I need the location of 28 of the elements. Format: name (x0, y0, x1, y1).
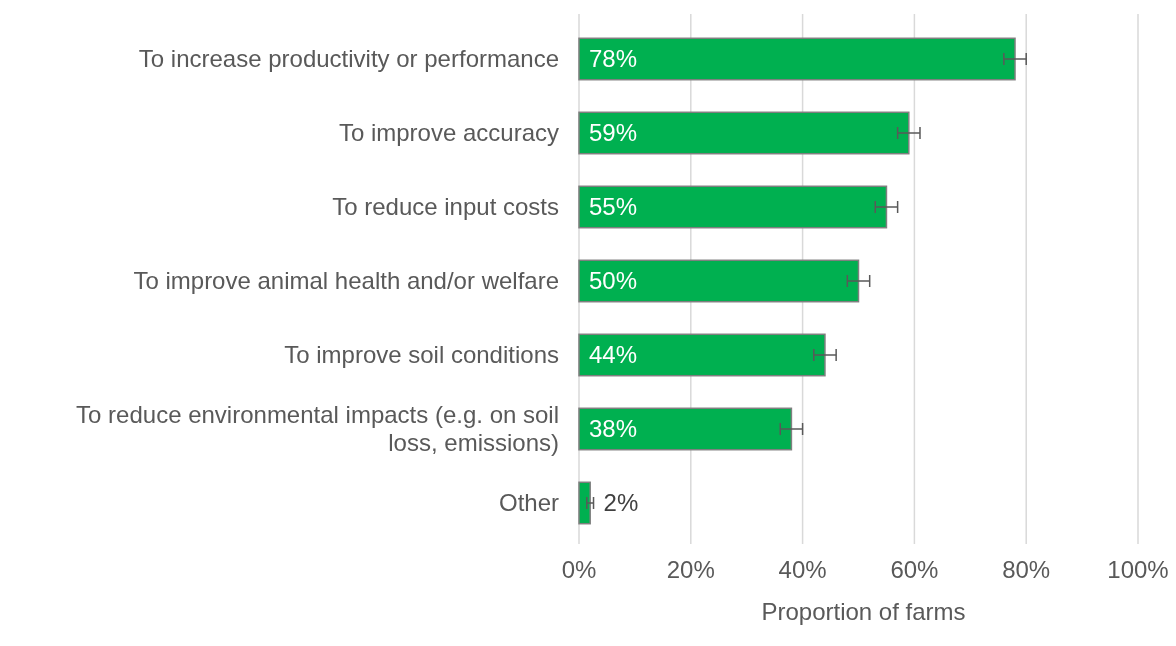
y-tick-label: Other (498, 489, 559, 517)
x-tick-label: 60% (890, 556, 939, 583)
y-tick-label: To increase productivity or performance (138, 45, 559, 73)
bar (578, 333, 826, 377)
data-label: 55% (589, 193, 638, 221)
x-tick-label: 40% (778, 556, 827, 583)
data-label: 50% (589, 267, 638, 295)
x-tick-label: 100% (1107, 556, 1169, 583)
x-axis-title: Proportion of farms (761, 598, 966, 625)
x-tick-label: 20% (666, 556, 715, 583)
y-tick-label: To reduce environmental impacts (e.g. on soil loss, emissions) (76, 401, 559, 457)
bar (578, 37, 1016, 81)
data-label: 2% (603, 489, 639, 517)
y-tick-label: To improve accuracy (338, 119, 559, 147)
data-label: 78% (589, 45, 638, 73)
bar (578, 407, 793, 451)
y-tick-label: To reduce input costs (332, 193, 559, 221)
bar (578, 185, 888, 229)
bar (578, 259, 860, 303)
x-tick-label: 80% (1002, 556, 1051, 583)
x-tick-label: 0% (561, 556, 597, 583)
y-tick-label: To improve soil conditions (284, 341, 559, 369)
data-label: 44% (589, 341, 638, 369)
bar (578, 111, 910, 155)
data-label: 38% (589, 415, 638, 443)
data-label: 59% (589, 119, 638, 147)
y-tick-label: To improve animal health and/or welfare (133, 267, 559, 295)
bar (578, 481, 591, 525)
